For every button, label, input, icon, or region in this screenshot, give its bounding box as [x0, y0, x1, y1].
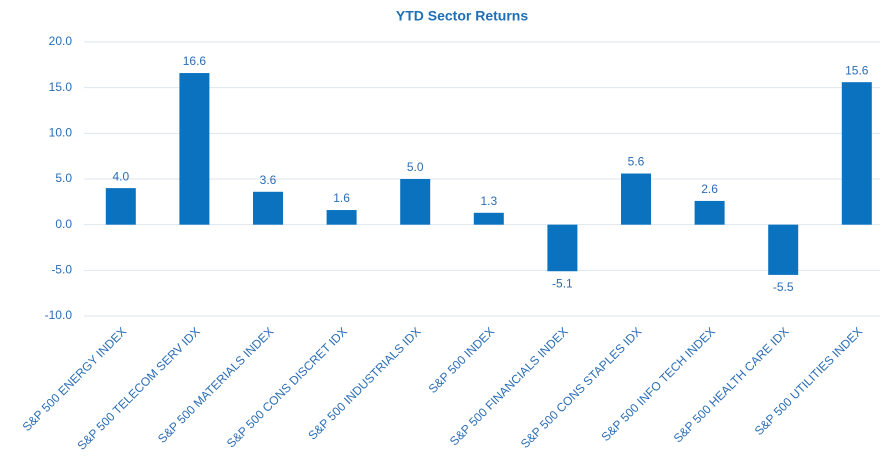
bar — [326, 210, 357, 225]
x-tick-label: S&P 500 CONS STAPLES IDX — [518, 324, 645, 451]
bar — [768, 224, 799, 275]
value-label: 1.3 — [480, 194, 497, 208]
value-label: -5.1 — [552, 276, 573, 290]
value-label: -5.5 — [773, 280, 794, 294]
x-tick-label: S&P 500 FINANCIALS INDEX — [447, 324, 571, 448]
bar — [473, 212, 504, 225]
value-label: 5.0 — [407, 160, 424, 174]
x-tick-label: S&P 500 MATERIALS INDEX — [155, 324, 276, 445]
y-tick-label: 15.0 — [49, 80, 73, 94]
value-label: 1.6 — [333, 191, 350, 205]
value-label: 5.6 — [628, 155, 645, 169]
value-label: 15.6 — [845, 63, 869, 77]
chart-title: YTD Sector Returns — [396, 8, 528, 24]
bar — [400, 179, 431, 225]
y-tick-label: 5.0 — [55, 171, 72, 185]
x-tick-label: S&P 500 INDEX — [426, 324, 498, 396]
value-label: 2.6 — [701, 182, 718, 196]
y-tick-label: 0.0 — [55, 217, 72, 231]
bar — [253, 191, 283, 225]
bar — [694, 200, 725, 225]
bar — [179, 73, 210, 225]
bar — [841, 82, 872, 225]
bar — [547, 224, 578, 272]
x-tick-label: S&P 500 TELECOM SERV IDX — [74, 324, 202, 452]
y-tick-label: 10.0 — [49, 126, 73, 140]
y-tick-label: -5.0 — [51, 263, 72, 277]
bar — [621, 173, 651, 225]
x-tick-label: S&P 500 CONS DISCRET IDX — [224, 324, 350, 450]
value-label: 3.6 — [260, 173, 277, 187]
y-tick-label: -10.0 — [45, 308, 73, 322]
y-tick-label: 20.0 — [49, 34, 73, 48]
value-label: 16.6 — [183, 54, 207, 68]
value-label: 4.0 — [112, 169, 129, 183]
bar — [105, 188, 136, 225]
